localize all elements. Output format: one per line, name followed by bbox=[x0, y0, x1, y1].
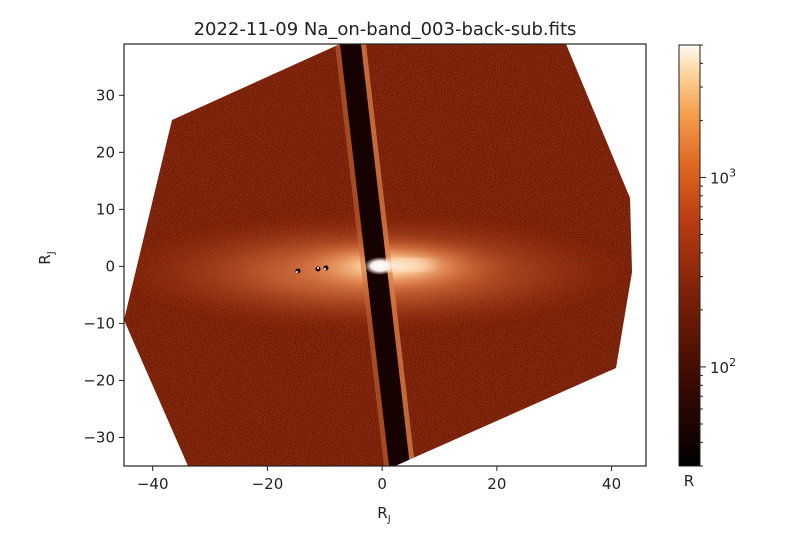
colorbar-label: R bbox=[684, 472, 694, 490]
x-tick-label: 0 bbox=[377, 475, 387, 493]
colorbar-tick-label: 102 bbox=[710, 356, 736, 377]
y-tick-label: −20 bbox=[83, 371, 115, 389]
y-tick-label: −30 bbox=[83, 428, 115, 446]
moon-marks bbox=[295, 265, 329, 274]
colorbar-tick-label: 103 bbox=[710, 166, 736, 187]
y-axis: 30 20 10 0 −10 −20 −30 bbox=[83, 86, 124, 446]
y-axis-label: RJ bbox=[36, 251, 57, 264]
x-axis: −40 −20 0 20 40 bbox=[137, 466, 621, 493]
y-tick-label: 0 bbox=[105, 257, 115, 275]
x-tick-label: 40 bbox=[602, 475, 621, 493]
occulting-bar bbox=[335, 44, 415, 466]
x-axis-label: RJ bbox=[377, 504, 390, 525]
y-tick-label: 20 bbox=[96, 143, 115, 161]
y-tick-label: 30 bbox=[96, 86, 115, 104]
colorbar bbox=[678, 44, 701, 467]
image-area bbox=[124, 44, 646, 466]
x-tick-label: −40 bbox=[137, 475, 169, 493]
y-tick-label: 10 bbox=[96, 200, 115, 218]
x-tick-label: 20 bbox=[487, 475, 506, 493]
axes-frame bbox=[123, 43, 647, 467]
y-tick-label: −10 bbox=[83, 314, 115, 332]
x-tick-label: −20 bbox=[252, 475, 284, 493]
emission-tail bbox=[382, 259, 434, 271]
field-of-view bbox=[124, 44, 632, 466]
chart-title: 2022-11-09 Na_on-band_003-back-sub.fits bbox=[194, 19, 577, 40]
colorbar-axis: 102 103 bbox=[700, 44, 736, 467]
